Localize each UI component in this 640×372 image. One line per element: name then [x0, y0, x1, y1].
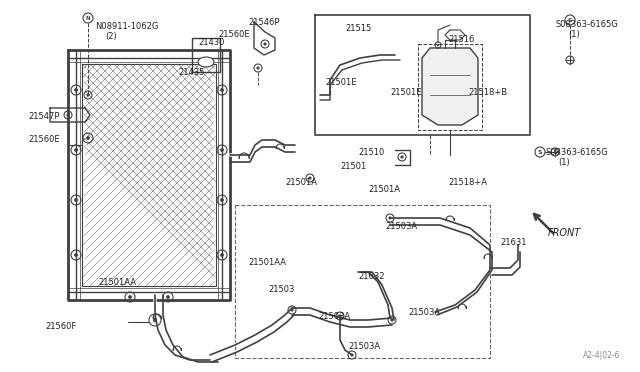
- Text: 21503A: 21503A: [408, 308, 440, 317]
- Circle shape: [388, 217, 391, 219]
- Polygon shape: [422, 48, 478, 125]
- Circle shape: [67, 114, 69, 116]
- Circle shape: [401, 156, 403, 158]
- Text: 21435: 21435: [178, 68, 204, 77]
- Text: 21547P: 21547P: [28, 112, 60, 121]
- Bar: [82, 64, 216, 286]
- Circle shape: [166, 295, 170, 298]
- Text: 21515: 21515: [345, 24, 371, 33]
- Text: 21503A: 21503A: [348, 342, 380, 351]
- Circle shape: [87, 94, 89, 96]
- Text: (1): (1): [568, 30, 580, 39]
- Circle shape: [74, 148, 77, 151]
- Text: 21501AA: 21501AA: [248, 258, 286, 267]
- Text: (2): (2): [105, 32, 116, 41]
- Circle shape: [221, 89, 223, 92]
- Circle shape: [86, 137, 90, 140]
- Text: 21503A: 21503A: [385, 222, 417, 231]
- Text: S: S: [538, 150, 542, 154]
- Text: 21560E: 21560E: [218, 30, 250, 39]
- Text: 21510: 21510: [358, 148, 384, 157]
- Text: 21518+A: 21518+A: [448, 178, 487, 187]
- Text: 21546P: 21546P: [248, 18, 280, 27]
- Circle shape: [129, 295, 131, 298]
- Text: N: N: [86, 16, 90, 20]
- Circle shape: [264, 43, 266, 45]
- Circle shape: [437, 44, 439, 46]
- Text: 21503: 21503: [268, 285, 294, 294]
- Circle shape: [339, 315, 341, 317]
- Circle shape: [153, 318, 157, 322]
- Text: 21501A: 21501A: [285, 178, 317, 187]
- Text: S08363-6165G: S08363-6165G: [555, 20, 618, 29]
- Text: A2-4|02-6: A2-4|02-6: [582, 351, 620, 360]
- Ellipse shape: [198, 57, 214, 67]
- Text: 21518+B: 21518+B: [468, 88, 507, 97]
- Text: 21430: 21430: [198, 38, 225, 47]
- Circle shape: [221, 253, 223, 257]
- Text: 21560F: 21560F: [45, 322, 76, 331]
- Text: 21501A: 21501A: [368, 185, 400, 194]
- Circle shape: [291, 309, 293, 311]
- Text: 21501: 21501: [340, 162, 366, 171]
- Text: 21516: 21516: [448, 35, 474, 44]
- Circle shape: [74, 253, 77, 257]
- Circle shape: [351, 354, 353, 356]
- Text: N08911-1062G: N08911-1062G: [95, 22, 158, 31]
- Text: 21632: 21632: [358, 272, 385, 281]
- Circle shape: [74, 199, 77, 202]
- Circle shape: [391, 319, 393, 321]
- Text: 21560E: 21560E: [28, 135, 60, 144]
- Text: FRONT: FRONT: [548, 228, 581, 238]
- Circle shape: [257, 67, 259, 69]
- Text: S: S: [568, 17, 572, 22]
- Text: 21501E: 21501E: [325, 78, 356, 87]
- Circle shape: [309, 177, 311, 179]
- Text: S08363-6165G: S08363-6165G: [545, 148, 608, 157]
- Circle shape: [221, 148, 223, 151]
- Circle shape: [221, 199, 223, 202]
- Text: (1): (1): [558, 158, 570, 167]
- Text: 21503A: 21503A: [318, 312, 350, 321]
- Text: 21501E: 21501E: [390, 88, 422, 97]
- Text: 21501AA: 21501AA: [98, 278, 136, 287]
- Circle shape: [74, 89, 77, 92]
- Text: 21631: 21631: [500, 238, 527, 247]
